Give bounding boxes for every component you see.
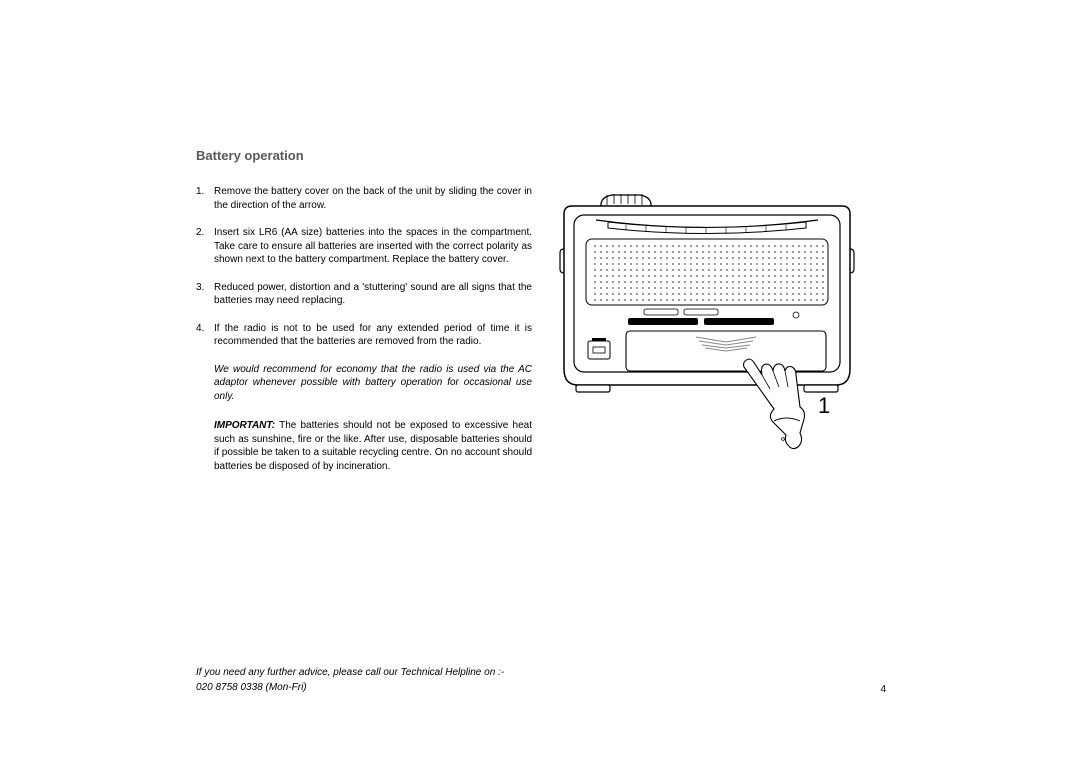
text-column: 1. Remove the battery cover on the back … xyxy=(196,185,532,473)
list-item: 4. If the radio is not to be used for an… xyxy=(196,322,532,349)
hand-icon xyxy=(744,359,805,449)
list-item: 2. Insert six LR6 (AA size) batteries in… xyxy=(196,226,532,267)
footer-line1: If you need any further advice, please c… xyxy=(196,665,504,680)
list-text: Remove the battery cover on the back of … xyxy=(214,185,532,212)
content-row: 1. Remove the battery cover on the back … xyxy=(196,185,886,473)
radio-diagram: 1 xyxy=(556,189,866,459)
callout-number: 1 xyxy=(818,393,830,418)
section-heading: Battery operation xyxy=(196,148,886,163)
list-number: 3. xyxy=(196,281,214,308)
list-text: Reduced power, distortion and a 'stutter… xyxy=(214,281,532,308)
list-item: 3. Reduced power, distortion and a 'stut… xyxy=(196,281,532,308)
list-item: 1. Remove the battery cover on the back … xyxy=(196,185,532,212)
list-text: If the radio is not to be used for any e… xyxy=(214,322,532,349)
footer-helpline: If you need any further advice, please c… xyxy=(196,665,504,695)
instruction-list: 1. Remove the battery cover on the back … xyxy=(196,185,532,349)
list-text: Insert six LR6 (AA size) batteries into … xyxy=(214,226,532,267)
diagram-column: 1 xyxy=(556,185,866,473)
page-number: 4 xyxy=(880,684,886,695)
important-label: IMPORTANT: xyxy=(214,420,275,431)
list-number: 4. xyxy=(196,322,214,349)
recommendation-paragraph: We would recommend for economy that the … xyxy=(214,363,532,404)
list-number: 2. xyxy=(196,226,214,267)
list-number: 1. xyxy=(196,185,214,212)
page-footer: If you need any further advice, please c… xyxy=(196,665,886,695)
important-paragraph: IMPORTANT: The batteries should not be e… xyxy=(214,419,532,473)
footer-line2: 020 8758 0338 (Mon-Fri) xyxy=(196,680,504,695)
